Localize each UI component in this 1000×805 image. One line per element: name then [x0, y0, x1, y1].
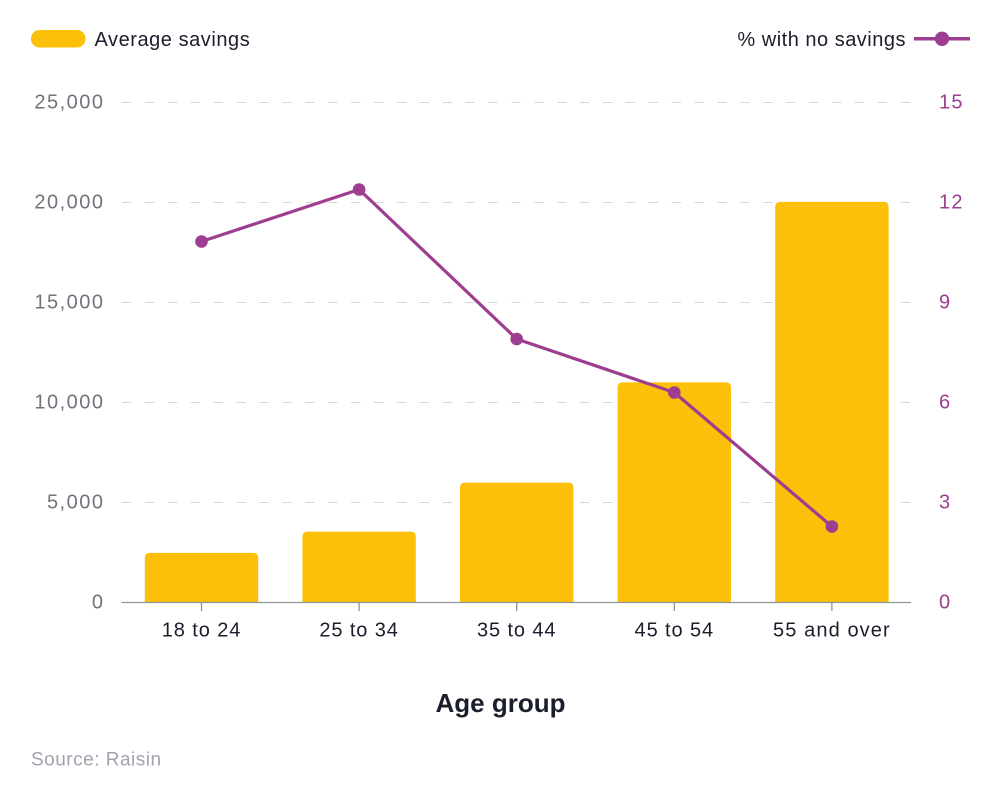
svg-text:35 to 44: 35 to 44: [477, 620, 557, 642]
svg-text:0: 0: [939, 592, 951, 614]
svg-text:3: 3: [939, 492, 951, 514]
svg-text:15: 15: [939, 92, 964, 114]
svg-text:25 to 34: 25 to 34: [319, 620, 399, 642]
svg-text:55 and over: 55 and over: [773, 620, 891, 642]
svg-text:10,000: 10,000: [34, 392, 104, 414]
svg-text:9: 9: [939, 292, 951, 314]
svg-text:Age group: Age group: [436, 688, 566, 718]
svg-text:Average savings: Average savings: [95, 29, 251, 51]
svg-text:15,000: 15,000: [34, 292, 104, 314]
svg-text:45 to 54: 45 to 54: [635, 620, 715, 642]
svg-text:% with no savings: % with no savings: [737, 29, 906, 51]
svg-text:6: 6: [939, 392, 951, 414]
svg-text:20,000: 20,000: [34, 192, 104, 214]
svg-text:12: 12: [939, 192, 964, 214]
svg-text:0: 0: [92, 592, 105, 614]
svg-text:18 to 24: 18 to 24: [162, 620, 242, 642]
svg-text:25,000: 25,000: [34, 92, 104, 114]
svg-text:Source: Raisin: Source: Raisin: [31, 750, 162, 771]
svg-text:5,000: 5,000: [47, 492, 105, 514]
